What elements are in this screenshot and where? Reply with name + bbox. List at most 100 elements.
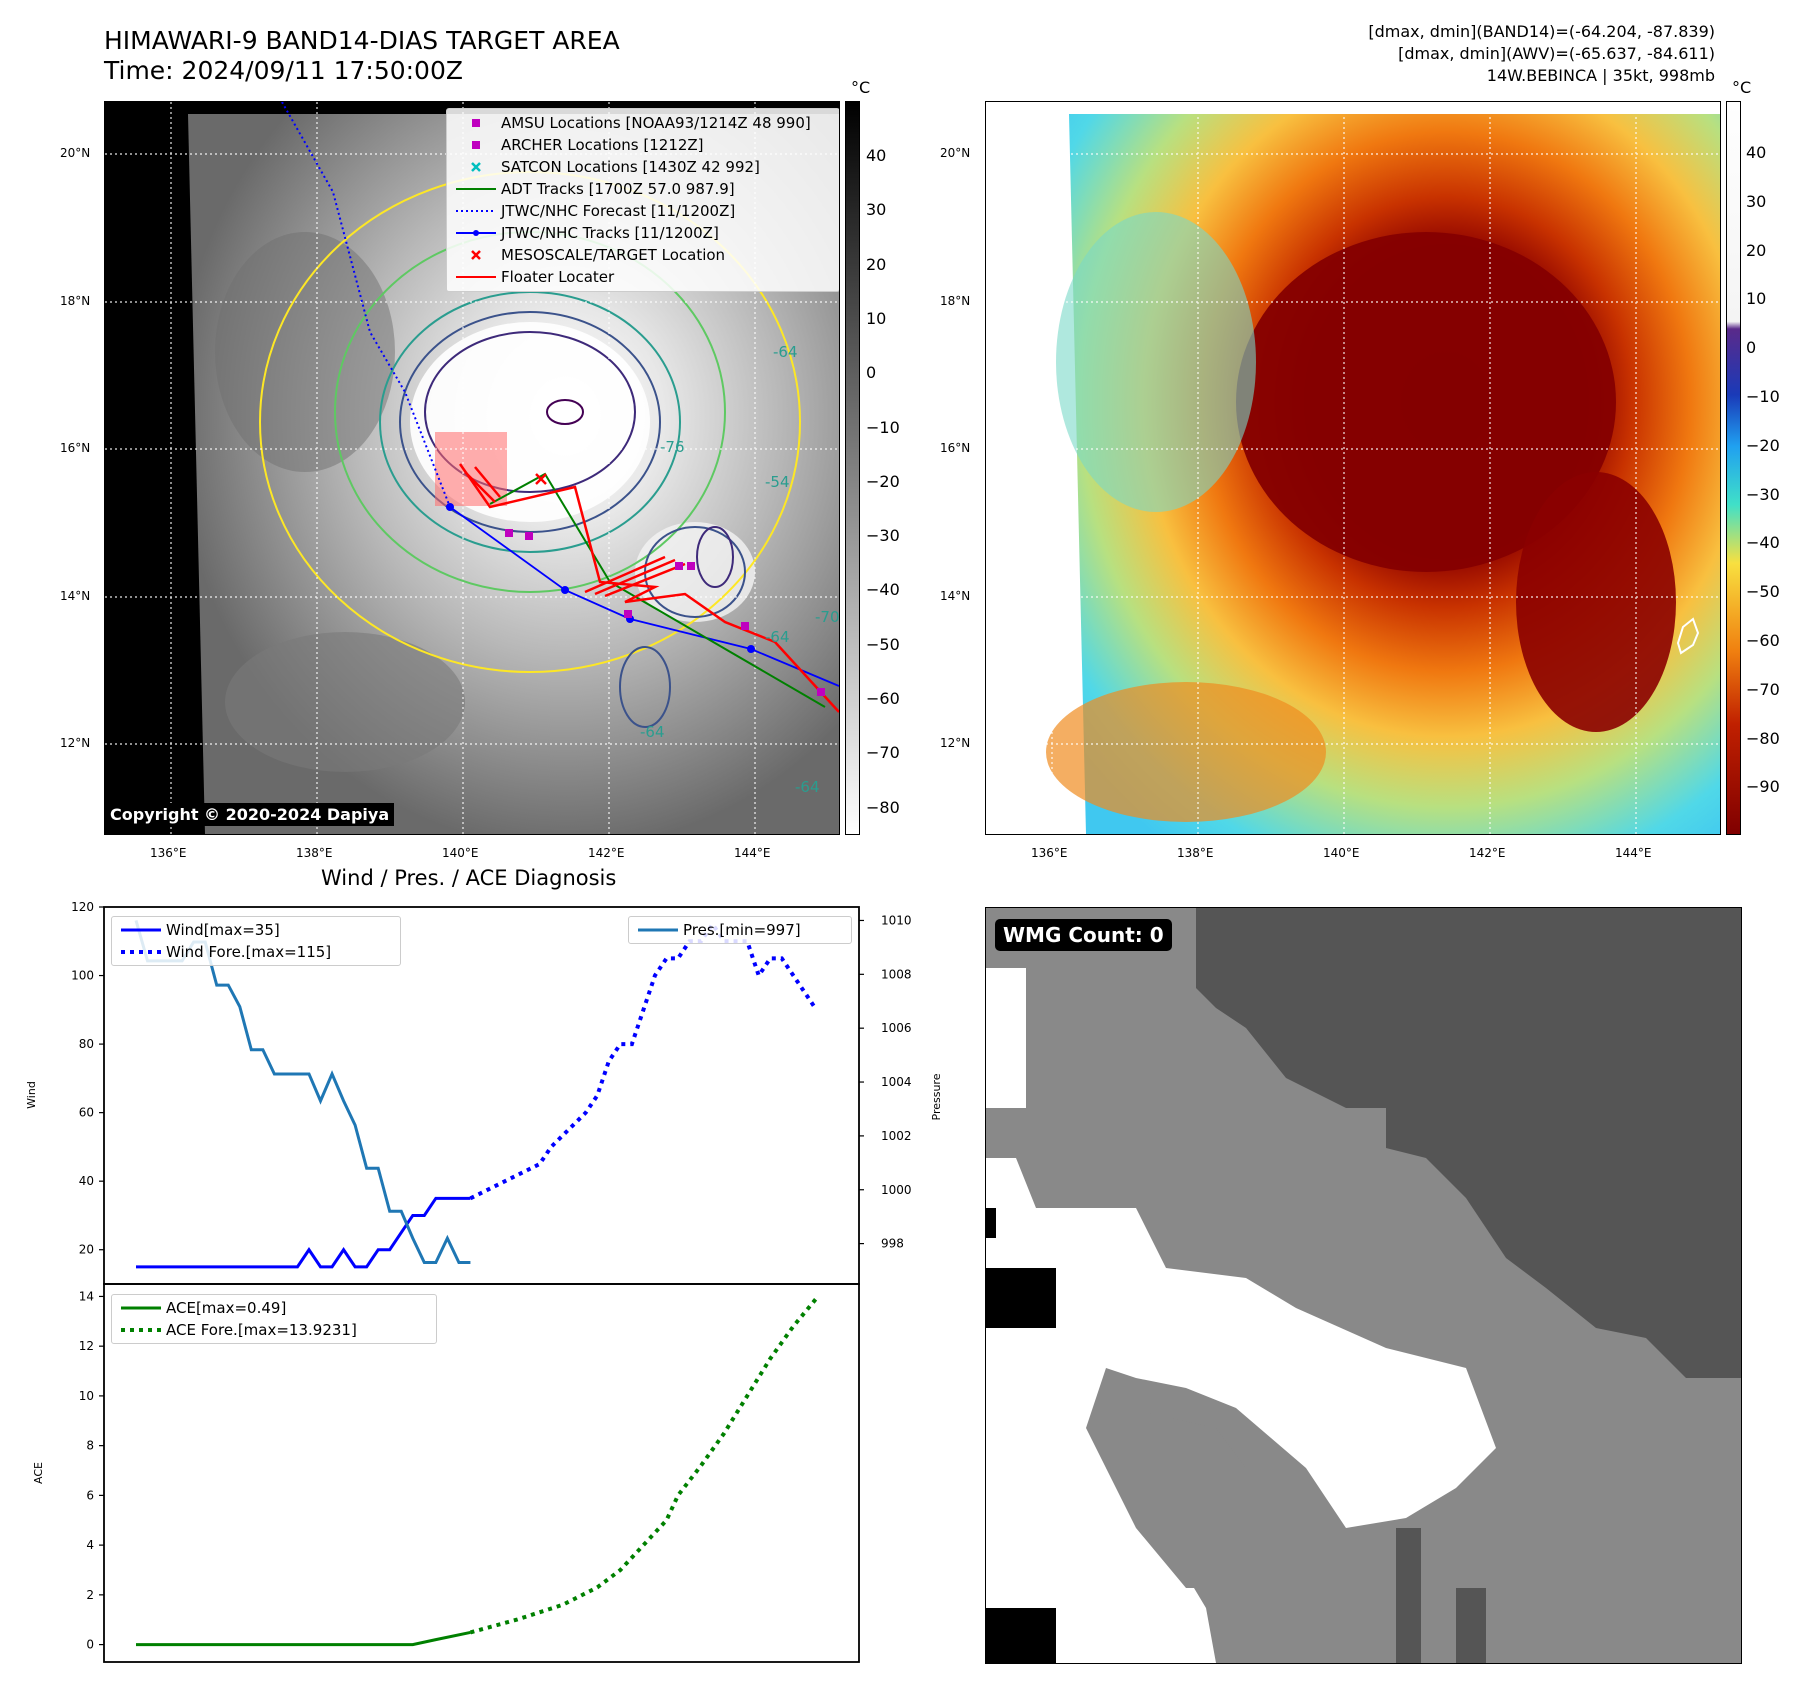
lon-label: 144°E	[734, 846, 771, 860]
wind-axis-label: Wind	[25, 1081, 38, 1109]
color-ir-map	[985, 101, 1721, 835]
contour-label: -70	[815, 608, 839, 626]
lat-label: 16°N	[60, 441, 91, 455]
axis-tick-label: 1004	[881, 1075, 912, 1089]
legend-entry: ARCHER Locations [1212Z]	[451, 134, 835, 156]
legend-symbol-icon	[451, 275, 501, 279]
legend-symbol-icon	[451, 139, 501, 151]
pressure-series-0	[134, 920, 471, 1264]
lon-label: 140°E	[1323, 846, 1360, 860]
lat-label: 20°N	[60, 146, 91, 160]
axis-tick-label: 60	[79, 1106, 94, 1120]
lon-label: 142°E	[1469, 846, 1506, 860]
colorbar-tick: 30	[1746, 191, 1767, 211]
figure-time: Time: 2024/09/11 17:50:00Z	[104, 56, 463, 85]
axis-tick-label: 8	[86, 1439, 94, 1453]
figure-title: HIMAWARI-9 BAND14-DIAS TARGET AREA	[104, 26, 620, 55]
legend-ace-fore: ACE Fore.[max=13.9231]	[166, 1321, 357, 1339]
lon-label: 136°E	[150, 846, 187, 860]
legend-entry: Floater Locater	[451, 266, 835, 288]
colorbar-tick: −40	[1746, 533, 1780, 553]
colorbar-tick: 30	[866, 200, 887, 220]
lat-label: 18°N	[60, 294, 91, 308]
grayscale-ir-map: -76 -54 -64 -64 -64 -64 -70 Copyright © …	[104, 101, 840, 835]
info-storm: 14W.BEBINCA | 35kt, 998mb	[1486, 66, 1715, 85]
legend-symbol-icon	[451, 229, 501, 237]
legend-ace: ACE[max=0.49]	[166, 1299, 287, 1317]
legend-entry: JTWC/NHC Forecast [11/1200Z]	[451, 200, 835, 222]
legend-label: MESOSCALE/TARGET Location	[501, 246, 726, 264]
colorbar-tick: 40	[1746, 143, 1767, 162]
legend-entry: ADT Tracks [1700Z 57.0 987.9]	[451, 178, 835, 200]
lon-label: 136°E	[1031, 846, 1068, 860]
pressure-axis-label: Pressure	[930, 1073, 943, 1120]
colorbar-tick: −60	[866, 689, 900, 708]
colorbar-tick: 0	[1746, 338, 1757, 358]
ace-series-1	[469, 1297, 818, 1635]
colorbar-tick: −80	[866, 797, 900, 817]
legend-entry: SATCON Locations [1430Z 42 992]	[451, 156, 835, 178]
axis-tick-label: 10	[79, 1389, 94, 1403]
legend-label: ADT Tracks [1700Z 57.0 987.9]	[501, 180, 735, 198]
axis-tick-label: 1006	[881, 1021, 912, 1035]
wind-legend: Wind[max=35] Wind Fore.[max=115]	[111, 916, 401, 966]
colorbar-tick: −40	[866, 580, 900, 600]
lat-label: 14°N	[940, 589, 971, 603]
lat-label: 20°N	[940, 146, 971, 160]
info-awv: [dmax, dmin](AWV)=(-65.637, -84.611)	[1398, 44, 1715, 63]
legend-entry: JTWC/NHC Tracks [11/1200Z]	[451, 222, 835, 244]
lat-label: 16°N	[940, 441, 971, 455]
lat-label: 18°N	[940, 294, 971, 308]
diagnosis-title: Wind / Pres. / ACE Diagnosis	[321, 866, 617, 890]
colorbar-tick: −10	[1746, 387, 1780, 406]
contour-label: -64	[773, 343, 798, 361]
colorbar-tick: 10	[1746, 289, 1767, 309]
legend-label: JTWC/NHC Forecast [11/1200Z]	[501, 202, 736, 220]
contour-label: -64	[765, 628, 790, 646]
lon-label: 144°E	[1615, 846, 1652, 860]
legend-wind-fore: Wind Fore.[max=115]	[166, 943, 332, 961]
legend-pres: Pres.[min=997]	[683, 921, 801, 939]
colorbar-tick: 10	[866, 308, 887, 328]
lon-label: 138°E	[1177, 846, 1214, 860]
axis-tick-label: 12	[79, 1339, 94, 1353]
contour-label: -54	[765, 473, 790, 491]
legend-wind: Wind[max=35]	[166, 921, 280, 939]
wmg-count-badge: WMG Count: 0	[995, 919, 1172, 951]
axis-tick-label: 14	[79, 1289, 94, 1303]
legend-label: SATCON Locations [1430Z 42 992]	[501, 158, 760, 176]
colorbar-tick: −20	[866, 471, 900, 491]
legend-entry: AMSU Locations [NOAA93/1214Z 48 990]	[451, 112, 835, 134]
colorbar-tick: 20	[866, 254, 887, 274]
lat-label: 12°N	[60, 736, 91, 750]
gray-colorbar	[845, 101, 860, 835]
colorbar-tick: −50	[866, 634, 900, 654]
colorbar-tick: −30	[866, 526, 900, 546]
legend-label: Floater Locater	[501, 268, 615, 286]
legend-symbol-icon	[451, 117, 501, 129]
legend-symbol-icon	[451, 209, 501, 213]
colorbar-tick: −50	[1746, 582, 1780, 602]
lon-label: 142°E	[588, 846, 625, 860]
legend-symbol-icon	[451, 249, 501, 261]
contour-label: -64	[795, 778, 820, 796]
legend-label: ARCHER Locations [1212Z]	[501, 136, 704, 154]
wind-series-1	[469, 920, 819, 1201]
axis-tick-label: 20	[79, 1243, 94, 1257]
axis-tick-label: 6	[86, 1488, 94, 1502]
wind-series-0	[136, 1196, 471, 1269]
axis-tick-label: 1002	[881, 1129, 912, 1143]
legend-label: AMSU Locations [NOAA93/1214Z 48 990]	[501, 114, 811, 132]
ace-series-0	[136, 1630, 471, 1647]
map-legend: AMSU Locations [NOAA93/1214Z 48 990] ARCH…	[446, 108, 839, 292]
pressure-legend: Pres.[min=997]	[628, 916, 852, 944]
axis-tick-label: 998	[881, 1237, 904, 1251]
target-box	[435, 432, 507, 506]
lat-label: 12°N	[940, 736, 971, 750]
ace-legend: ACE[max=0.49] ACE Fore.[max=13.9231]	[111, 1294, 437, 1344]
lon-label: 138°E	[296, 846, 333, 860]
info-band14: [dmax, dmin](BAND14)=(-64.204, -87.839)	[1368, 22, 1715, 41]
legend-entry: MESOSCALE/TARGET Location	[451, 244, 835, 266]
gray-colorbar-unit: °C	[851, 78, 871, 97]
